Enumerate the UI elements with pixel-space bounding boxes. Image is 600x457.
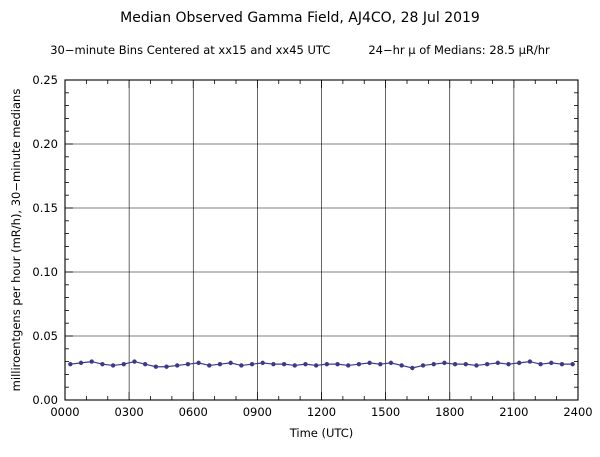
x-tick-label: 0600 bbox=[179, 405, 208, 419]
data-point-marker bbox=[110, 363, 116, 368]
y-tick-label: 0.00 bbox=[32, 393, 58, 407]
x-tick-label: 0000 bbox=[50, 405, 79, 419]
y-tick-label: 0.20 bbox=[32, 137, 58, 151]
data-point-marker bbox=[153, 364, 159, 369]
data-point-marker bbox=[89, 359, 94, 364]
x-tick-label: 0900 bbox=[243, 405, 272, 419]
data-point-marker bbox=[442, 360, 447, 366]
x-tick-label: 1200 bbox=[307, 405, 336, 419]
x-tick-label: 1800 bbox=[435, 405, 464, 419]
data-point-marker bbox=[399, 363, 404, 368]
data-point-marker bbox=[538, 361, 543, 367]
chart-subtitle: 30−minute Bins Centered at xx15 and xx45… bbox=[0, 43, 600, 57]
data-point-marker bbox=[228, 360, 233, 366]
data-point-marker bbox=[207, 363, 212, 368]
data-point-marker bbox=[356, 361, 362, 367]
plot-frame bbox=[64, 79, 579, 401]
data-point-marker bbox=[549, 360, 554, 366]
data-point-marker bbox=[335, 361, 340, 367]
data-point-marker bbox=[164, 364, 169, 369]
subtitle-bins-text: 30−minute Bins Centered at xx15 and xx45… bbox=[50, 43, 331, 57]
y-tick-label: 0.15 bbox=[32, 201, 58, 215]
data-point-marker bbox=[484, 361, 490, 367]
data-point-marker bbox=[303, 361, 308, 367]
data-point-marker bbox=[260, 360, 265, 366]
data-point-marker bbox=[217, 361, 223, 367]
data-point-marker bbox=[517, 360, 522, 366]
data-point-marker bbox=[570, 361, 575, 367]
data-point-marker bbox=[324, 361, 330, 367]
data-point-marker bbox=[249, 361, 255, 367]
y-axis-label: milliroentgens per hour (mR/h), 30−minut… bbox=[9, 89, 23, 392]
data-point-marker bbox=[474, 363, 479, 368]
data-point-marker bbox=[367, 360, 372, 366]
data-point-marker bbox=[527, 359, 533, 364]
x-tick-label: 2400 bbox=[563, 405, 592, 419]
data-point-marker bbox=[132, 359, 137, 364]
data-point-marker bbox=[78, 360, 84, 366]
data-point-marker bbox=[100, 361, 105, 367]
data-point-marker bbox=[68, 361, 73, 367]
data-point-marker bbox=[271, 361, 276, 367]
subtitle-mean-text: 24−hr μ of Medians: 28.5 μR/hr bbox=[368, 43, 550, 57]
data-point-marker bbox=[239, 363, 244, 368]
data-point-marker bbox=[185, 361, 191, 367]
chart-title: Median Observed Gamma Field, AJ4CO, 28 J… bbox=[120, 10, 480, 26]
y-tick-label: 0.10 bbox=[32, 265, 58, 279]
y-tick-label: 0.05 bbox=[32, 329, 58, 343]
data-point-marker bbox=[452, 361, 458, 367]
x-axis-label: Time (UTC) bbox=[289, 426, 354, 440]
data-point-marker bbox=[292, 363, 297, 368]
data-point-marker bbox=[410, 365, 415, 371]
data-point-marker bbox=[121, 361, 126, 367]
data-point-marker bbox=[175, 363, 180, 368]
data-point-marker bbox=[346, 363, 351, 368]
data-point-marker bbox=[196, 360, 201, 366]
data-point-marker bbox=[495, 360, 501, 366]
data-point-marker bbox=[559, 361, 565, 367]
data-point-marker bbox=[142, 361, 148, 367]
data-point-marker bbox=[420, 363, 426, 368]
data-point-marker bbox=[506, 361, 511, 367]
x-tick-label: 0300 bbox=[114, 405, 143, 419]
data-point-marker bbox=[463, 361, 468, 367]
y-tick-label: 0.25 bbox=[32, 73, 58, 87]
x-tick-label: 2100 bbox=[499, 405, 528, 419]
x-tick-label: 1500 bbox=[371, 405, 400, 419]
data-point-marker bbox=[431, 361, 436, 367]
data-point-marker bbox=[313, 363, 319, 368]
data-point-marker bbox=[378, 361, 383, 367]
data-point-marker bbox=[281, 361, 287, 367]
data-point-marker bbox=[388, 360, 394, 366]
